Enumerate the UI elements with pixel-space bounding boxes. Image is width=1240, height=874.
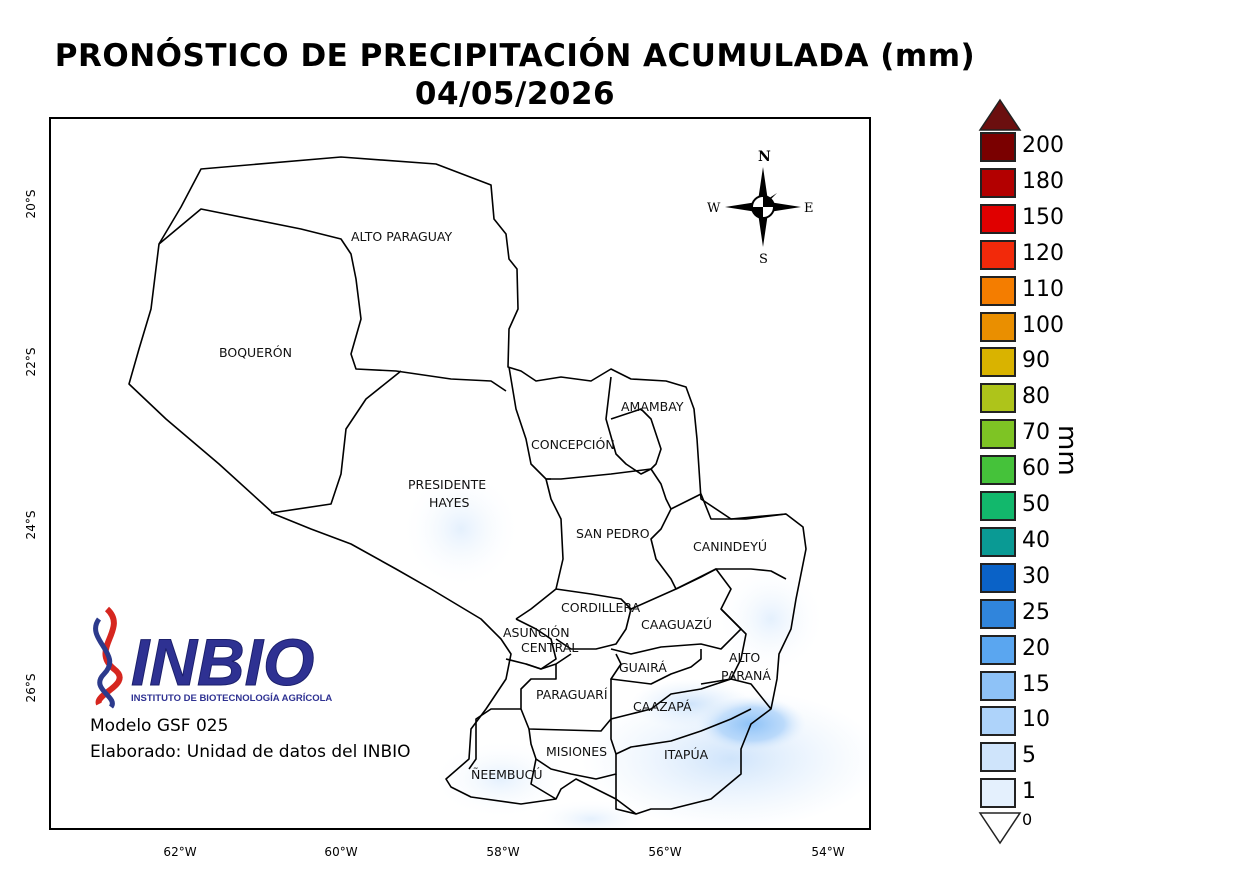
legend-label: 60 xyxy=(1022,456,1050,482)
legend-label: 10 xyxy=(1022,707,1050,733)
legend-label: 25 xyxy=(1022,599,1050,625)
logo-subtitle: INSTITUTO DE BIOTECNOLOGÍA AGRÍCOLA xyxy=(131,693,332,704)
legend-swatch xyxy=(980,383,1016,414)
legend-swatch xyxy=(980,203,1016,234)
legend-swatch xyxy=(980,239,1016,270)
label-misiones: MISIONES xyxy=(546,744,607,759)
x-tick: 58°W xyxy=(486,845,520,859)
logo-text: INBIO xyxy=(131,625,314,699)
legend-swatch xyxy=(980,526,1016,557)
map-title: PRONÓSTICO DE PRECIPITACIÓN ACUMULADA (m… xyxy=(54,38,976,74)
label-alto-paraguay: ALTO PARAGUAY xyxy=(351,229,452,244)
legend-swatch xyxy=(980,742,1016,773)
legend-swatch xyxy=(980,132,1016,162)
legend-swatch xyxy=(980,491,1016,521)
legend-label: 70 xyxy=(1022,420,1050,446)
legend-label: 90 xyxy=(1022,348,1050,374)
legend-label: 15 xyxy=(1022,671,1050,697)
label-amambay: AMAMBAY xyxy=(621,399,684,414)
legend-swatch xyxy=(980,598,1016,629)
map-panel[interactable]: ALTO PARAGUAY BOQUERÓN PRESIDENTE HAYES … xyxy=(49,117,871,830)
legend-swatch xyxy=(980,706,1016,737)
x-tick: 62°W xyxy=(163,845,197,859)
label-asuncion: ASUNCIÓN xyxy=(503,625,570,640)
legend-swatch xyxy=(980,347,1016,378)
inbio-logo: INBIO INSTITUTO DE BIOTECNOLOGÍA AGRÍCOL… xyxy=(93,606,332,709)
legend-label: 5 xyxy=(1022,743,1036,769)
x-tick: 54°W xyxy=(811,845,845,859)
map-date: 04/05/2026 xyxy=(414,76,616,112)
compass-e: E xyxy=(804,201,814,216)
label-itapua: ITAPÚA xyxy=(664,747,709,762)
legend-label: 180 xyxy=(1022,168,1064,194)
department-borders xyxy=(128,156,807,815)
compass-s: S xyxy=(759,252,768,267)
legend-swatch xyxy=(980,419,1016,450)
label-central: CENTRAL xyxy=(521,640,578,655)
y-tick: 20°S xyxy=(24,189,38,219)
label-canindeyu: CANINDEYÚ xyxy=(693,539,767,554)
legend-swatch xyxy=(980,455,1016,486)
legend-label: 30 xyxy=(1022,563,1050,589)
legend-swatch xyxy=(980,275,1016,306)
legend-swatch xyxy=(980,634,1016,665)
label-san-pedro: SAN PEDRO xyxy=(576,526,650,541)
label-cordillera: CORDILLERA xyxy=(561,600,641,615)
legend-bottom-arrow-icon xyxy=(978,812,1022,845)
compass-w: W xyxy=(707,201,721,216)
color-legend: 200 180 150 120 110 100 90 80 70 60 50 40 30 25 20 15 10… xyxy=(976,98,1096,858)
label-presidente: PRESIDENTE xyxy=(408,477,486,492)
legend-swatch xyxy=(980,670,1016,701)
y-tick: 24°S xyxy=(24,510,38,540)
compass-n: N xyxy=(758,149,771,165)
legend-label: 1 xyxy=(1022,779,1036,805)
model-label: Modelo GSF 025 xyxy=(90,716,229,736)
y-tick: 26°S xyxy=(24,673,38,703)
precip-shading xyxy=(401,469,869,828)
legend-swatch xyxy=(980,167,1016,198)
label-concepcion: CONCEPCIÓN xyxy=(531,437,615,452)
legend-label: 110 xyxy=(1022,276,1064,302)
legend-label: 200 xyxy=(1022,133,1064,158)
legend-label: 50 xyxy=(1022,492,1050,517)
legend-label: 20 xyxy=(1022,635,1050,661)
department-labels: ALTO PARAGUAY BOQUERÓN PRESIDENTE HAYES … xyxy=(219,229,771,782)
label-alto: ALTO xyxy=(729,650,760,665)
x-tick: 60°W xyxy=(324,845,358,859)
legend-label: 100 xyxy=(1022,312,1064,338)
label-neembucu: ÑEEMBUCÚ xyxy=(471,767,543,782)
legend-zero-label: 0 xyxy=(1022,810,1033,829)
legend-label: 150 xyxy=(1022,204,1064,230)
label-boqueron: BOQUERÓN xyxy=(219,345,292,360)
label-guaira: GUAIRÁ xyxy=(619,660,667,675)
author-label: Elaborado: Unidad de datos del INBIO xyxy=(90,742,411,762)
compass-rose-icon: N S E W xyxy=(707,149,814,267)
legend-label: 80 xyxy=(1022,384,1050,410)
legend-top-arrow-icon xyxy=(978,98,1022,131)
legend-swatch xyxy=(980,778,1016,809)
legend-unit: mm xyxy=(1052,425,1082,476)
label-caazapa: CAAZAPÁ xyxy=(633,699,692,714)
legend-label: 120 xyxy=(1022,240,1064,266)
paraguay-map: ALTO PARAGUAY BOQUERÓN PRESIDENTE HAYES … xyxy=(93,149,869,828)
label-caaguazu: CAAGUAZÚ xyxy=(641,617,712,632)
legend-swatch xyxy=(980,311,1016,342)
legend-label: 40 xyxy=(1022,527,1050,553)
label-parana: PARANÁ xyxy=(721,668,771,683)
legend-swatch xyxy=(980,562,1016,593)
x-tick: 56°W xyxy=(648,845,682,859)
label-paraguari: PARAGUARÍ xyxy=(536,687,608,702)
y-tick: 22°S xyxy=(24,347,38,377)
label-hayes: HAYES xyxy=(429,495,470,510)
